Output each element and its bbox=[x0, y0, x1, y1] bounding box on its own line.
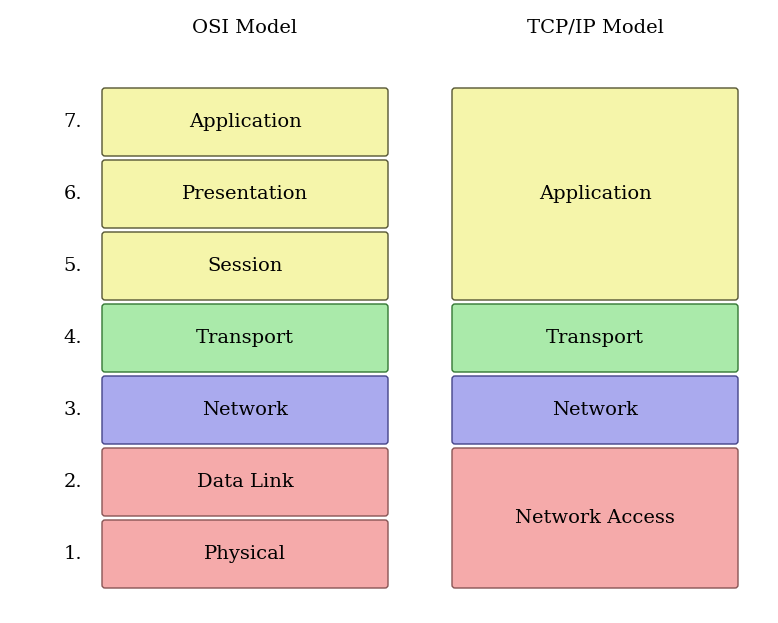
Text: Presentation: Presentation bbox=[182, 185, 308, 203]
Text: 7.: 7. bbox=[64, 113, 82, 131]
FancyBboxPatch shape bbox=[102, 520, 388, 588]
FancyBboxPatch shape bbox=[102, 88, 388, 156]
Text: Data Link: Data Link bbox=[197, 473, 293, 491]
Text: OSI Model: OSI Model bbox=[192, 19, 297, 37]
FancyBboxPatch shape bbox=[452, 88, 738, 300]
Text: Network: Network bbox=[552, 401, 638, 419]
FancyBboxPatch shape bbox=[102, 376, 388, 444]
Text: Transport: Transport bbox=[196, 329, 294, 347]
FancyBboxPatch shape bbox=[452, 376, 738, 444]
Text: 1.: 1. bbox=[64, 545, 82, 563]
FancyBboxPatch shape bbox=[452, 304, 738, 372]
Text: 4.: 4. bbox=[64, 329, 82, 347]
FancyBboxPatch shape bbox=[102, 160, 388, 228]
Text: 5.: 5. bbox=[64, 257, 82, 275]
Text: Transport: Transport bbox=[546, 329, 644, 347]
Text: Physical: Physical bbox=[204, 545, 286, 563]
FancyBboxPatch shape bbox=[102, 232, 388, 300]
Text: 3.: 3. bbox=[64, 401, 82, 419]
FancyBboxPatch shape bbox=[102, 448, 388, 516]
Text: 6.: 6. bbox=[64, 185, 82, 203]
FancyBboxPatch shape bbox=[452, 448, 738, 588]
FancyBboxPatch shape bbox=[102, 304, 388, 372]
Text: 2.: 2. bbox=[64, 473, 82, 491]
Text: Network: Network bbox=[202, 401, 288, 419]
Text: Application: Application bbox=[538, 185, 651, 203]
Text: Application: Application bbox=[188, 113, 301, 131]
Text: Network Access: Network Access bbox=[515, 509, 675, 527]
Text: TCP/IP Model: TCP/IP Model bbox=[527, 19, 664, 37]
Text: Session: Session bbox=[207, 257, 282, 275]
